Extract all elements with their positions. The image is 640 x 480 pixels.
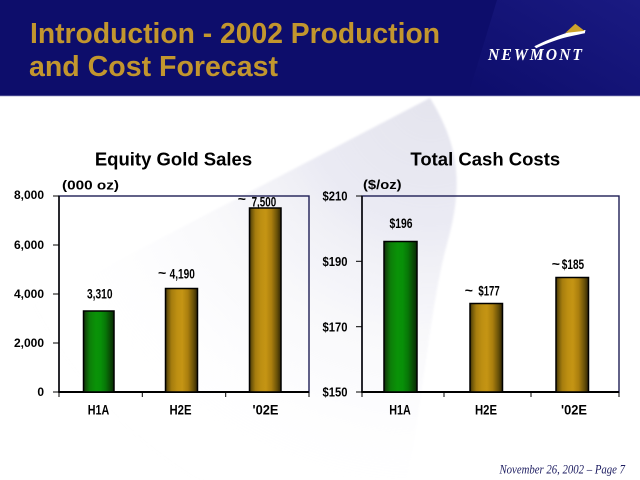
svg-text:4,190: 4,190: [170, 265, 195, 281]
svg-text:H2E: H2E: [170, 403, 192, 418]
svg-text:6,000: 6,000: [14, 238, 44, 252]
svg-text:4,000: 4,000: [14, 287, 44, 301]
svg-text:(000 oz): (000 oz): [62, 178, 119, 193]
svg-text:and Cost Forecast: and Cost Forecast: [29, 51, 278, 83]
svg-text:'02E: '02E: [253, 403, 279, 418]
svg-text:$177: $177: [478, 282, 499, 298]
svg-text:November 26, 2002 – Page 7: November 26, 2002 – Page 7: [499, 463, 626, 477]
svg-text:H1A: H1A: [88, 403, 110, 418]
svg-text:$150: $150: [323, 384, 348, 399]
svg-text:($/oz): ($/oz): [363, 177, 402, 192]
svg-text:H1A: H1A: [389, 403, 411, 418]
svg-text:~: ~: [158, 264, 166, 280]
svg-text:~: ~: [552, 256, 560, 272]
svg-text:$190: $190: [323, 254, 348, 269]
svg-text:$196: $196: [390, 215, 413, 231]
svg-text:NEWMONT: NEWMONT: [487, 45, 584, 64]
svg-text:H2E: H2E: [475, 403, 497, 418]
svg-text:2,000: 2,000: [14, 336, 44, 350]
svg-text:$170: $170: [323, 319, 348, 334]
svg-text:~: ~: [238, 191, 246, 207]
svg-text:$210: $210: [323, 188, 348, 203]
svg-text:~: ~: [465, 282, 473, 298]
svg-text:7,500: 7,500: [252, 193, 277, 209]
svg-text:0: 0: [37, 385, 44, 399]
svg-text:Equity Gold Sales: Equity Gold Sales: [95, 149, 252, 170]
svg-text:8,000: 8,000: [14, 188, 44, 202]
svg-text:$185: $185: [562, 256, 584, 272]
svg-text:3,310: 3,310: [87, 286, 113, 302]
svg-text:Total Cash Costs: Total Cash Costs: [410, 149, 560, 170]
svg-text:Introduction - 2002 Production: Introduction - 2002 Production: [30, 18, 440, 50]
svg-text:'02E: '02E: [561, 403, 587, 418]
